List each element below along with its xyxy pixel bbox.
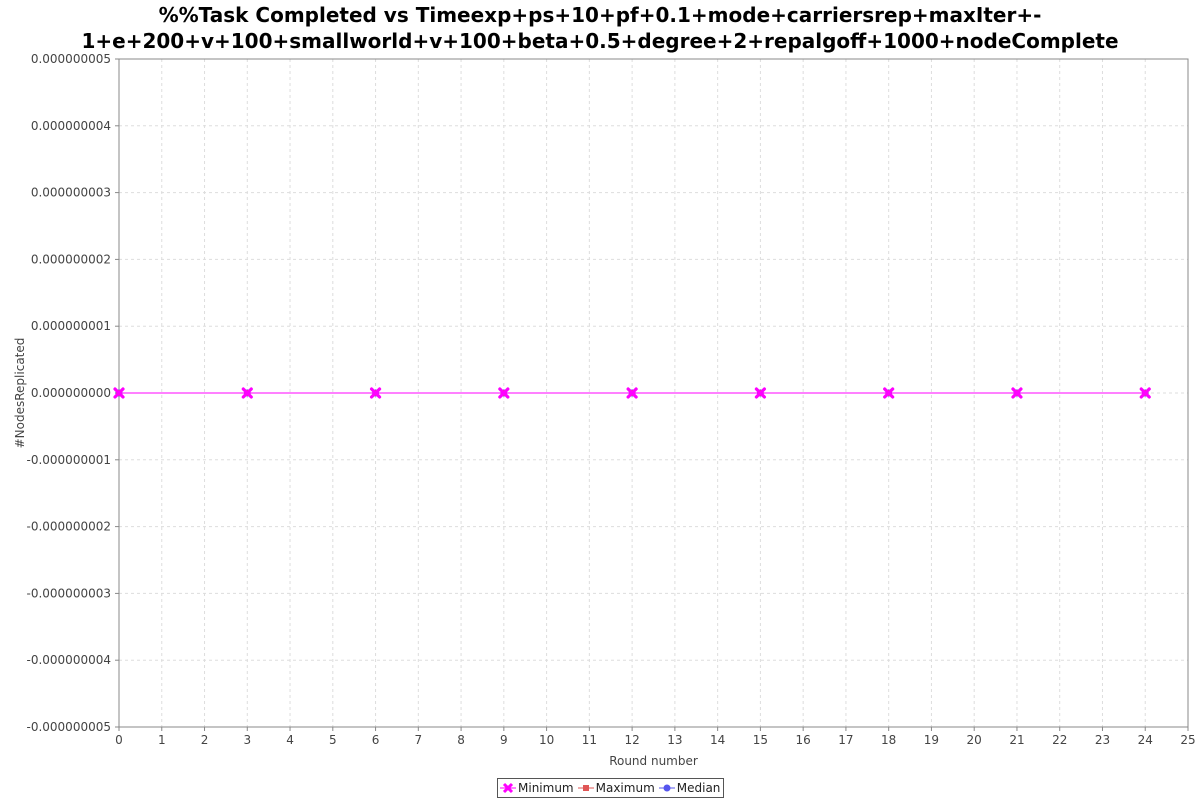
x-tick-label: 9	[500, 733, 508, 747]
y-tick-label: 0.000000004	[31, 119, 111, 133]
data-point-minimum	[754, 387, 766, 399]
x-tick-label: 15	[753, 733, 768, 747]
x-tick-label: 24	[1138, 733, 1153, 747]
data-point-minimum	[883, 387, 895, 399]
x-tick-label: 10	[539, 733, 554, 747]
data-point-minimum	[1011, 387, 1023, 399]
legend: Minimum Maximum Median	[497, 778, 725, 798]
y-tick-label: -0.000000004	[27, 653, 112, 667]
x-tick-label: 19	[924, 733, 939, 747]
legend-label-median: Median	[676, 781, 721, 795]
y-tick-label: 0.000000005	[31, 52, 111, 66]
x-tick-label: 16	[796, 733, 811, 747]
x-tick-label: 25	[1180, 733, 1195, 747]
grid-lines	[118, 58, 1189, 728]
legend-label-maximum: Maximum	[595, 781, 655, 795]
data-point-minimum	[113, 387, 125, 399]
series-minimum	[113, 387, 1151, 399]
y-tick-label: -0.000000005	[27, 720, 112, 734]
square-marker-icon	[577, 785, 594, 791]
x-tick-label: 1	[158, 733, 166, 747]
x-tick-label: 17	[838, 733, 853, 747]
x-tick-label: 6	[372, 733, 380, 747]
x-tick-label: 22	[1052, 733, 1067, 747]
data-point-minimum	[1139, 387, 1151, 399]
chart-title-line-2: 1+e+200+v+100+smallworld+v+100+beta+0.5+…	[81, 29, 1119, 53]
chart-title-line-1: %%Task Completed vs Timeexp+ps+10+pf+0.1…	[158, 3, 1042, 27]
y-tick-label: 0.000000000	[31, 386, 111, 400]
x-tick-label: 13	[667, 733, 682, 747]
x-tick-label: 14	[710, 733, 725, 747]
x-axis-label: Round number	[609, 754, 698, 768]
axes: 0 1 2 3 4 5 6 7 8 9 10 11 12 13 14 15 16 17 18 19 20 21 22 23 24…	[27, 52, 1196, 747]
x-tick-label: 8	[457, 733, 465, 747]
x-tick-label: 11	[582, 733, 597, 747]
data-point-minimum	[498, 387, 510, 399]
x-tick-label: 7	[414, 733, 422, 747]
legend-item-minimum: Minimum	[500, 781, 574, 795]
y-tick-label: -0.000000003	[27, 586, 112, 600]
y-tick-label: 0.000000003	[31, 186, 111, 200]
chart-title: %%Task Completed vs Timeexp+ps+10+pf+0.1…	[0, 2, 1200, 54]
legend-item-maximum: Maximum	[577, 781, 655, 795]
x-tick-label: 21	[1009, 733, 1024, 747]
x-tick-label: 3	[243, 733, 251, 747]
series-layer	[113, 387, 1151, 399]
y-tick-label: 0.000000001	[31, 319, 111, 333]
data-point-minimum	[369, 387, 382, 399]
x-marker-icon	[500, 782, 516, 794]
x-tick-label: 0	[115, 733, 123, 747]
y-tick-label: 0.000000002	[31, 252, 111, 266]
x-tick-label: 12	[624, 733, 639, 747]
x-tick-label: 18	[881, 733, 896, 747]
x-tick-label: 4	[286, 733, 294, 747]
data-point-minimum	[241, 387, 253, 399]
x-tick-label: 20	[967, 733, 982, 747]
y-tick-label: -0.000000001	[27, 453, 112, 467]
y-axis-label: #NodesReplicated	[13, 338, 27, 449]
data-point-minimum	[626, 387, 638, 399]
y-tick-label: -0.000000002	[27, 520, 112, 534]
legend-label-minimum: Minimum	[518, 781, 574, 795]
legend-item-median: Median	[658, 781, 721, 795]
circle-marker-icon	[658, 784, 675, 792]
x-tick-label: 23	[1095, 733, 1110, 747]
x-tick-label: 5	[329, 733, 337, 747]
x-tick-label: 2	[201, 733, 209, 747]
